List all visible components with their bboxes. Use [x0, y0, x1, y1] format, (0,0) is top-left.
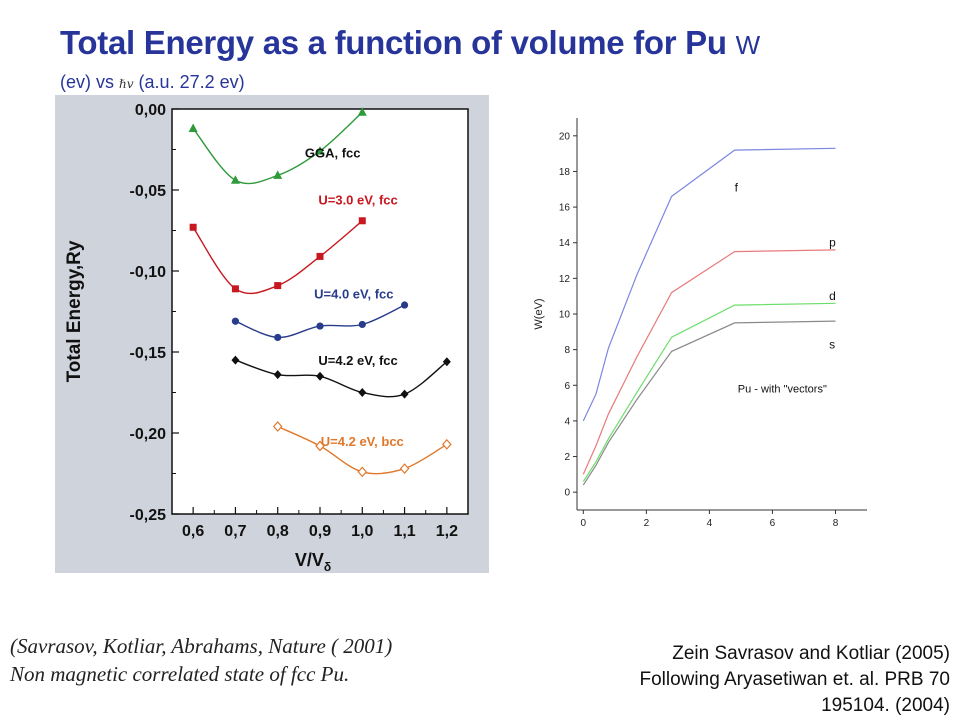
title-symbol: W — [735, 30, 761, 60]
page-subtitle: (ev) vs ℏv (a.u. 27.2 ev) — [60, 72, 245, 93]
right-citation: Zein Savrasov and Kotliar (2005) Followi… — [640, 641, 951, 719]
y-tick-label: 0 — [564, 488, 570, 499]
total-energy-chart: 0,00 -0,05 -0,10 -0,15 -0,20 -0,25 0,6 0,7 0,8 0,… — [55, 95, 489, 573]
data-point — [189, 223, 197, 231]
series-label: GGA, fcc — [305, 146, 361, 161]
data-point — [188, 123, 198, 132]
data-point — [315, 440, 325, 452]
series-label: d — [829, 289, 836, 303]
data-point — [316, 322, 324, 330]
data-point — [358, 388, 367, 397]
page-title: Total Energy as a function of volume for… — [60, 24, 760, 62]
x-tick-label: 8 — [833, 518, 839, 529]
x-tick-label: 1,1 — [393, 523, 415, 540]
data-point — [442, 438, 452, 450]
left-citation-line: Non magnetic correlated state of fcc Pu. — [10, 662, 350, 686]
data-point — [316, 371, 324, 381]
y-tick-label: 2 — [564, 452, 570, 463]
right-citation-line: Zein Savrasov and Kotliar (2005) — [672, 643, 950, 664]
x-tick-label: 4 — [707, 518, 713, 529]
series-label: s — [829, 337, 835, 351]
x-tick-label: 0,9 — [309, 523, 331, 540]
chart-annotation: Pu - with "vectors" — [738, 383, 827, 395]
y-tick-label: -0,10 — [130, 264, 167, 281]
x-axis-label: V/Vδ — [295, 550, 331, 573]
hbar-nu-symbol: ℏv — [119, 77, 134, 91]
series-line — [582, 320, 836, 486]
series-label: U=4.2 eV, fcc — [318, 353, 397, 368]
data-point — [273, 370, 282, 380]
data-point — [231, 317, 240, 325]
x-tick-label: 0,8 — [267, 523, 289, 540]
data-point — [273, 170, 283, 179]
series-label: U=4.0 eV, fcc — [314, 287, 393, 302]
data-point — [274, 333, 282, 342]
y-tick-label: 8 — [564, 345, 570, 356]
data-point — [400, 389, 409, 399]
y-tick-label: 6 — [564, 381, 570, 392]
y-tick-label: 16 — [559, 203, 571, 214]
y-tick-label: 18 — [559, 167, 571, 178]
x-tick-label: 0,6 — [182, 523, 204, 540]
series-line — [582, 249, 836, 475]
subtitle-pre: (ev) vs — [60, 72, 114, 92]
x-tick-label: 0,7 — [224, 523, 246, 540]
data-point — [358, 320, 366, 329]
left-citation-line: (Savrasov, Kotliar, Abrahams, Nature ( 2… — [10, 634, 393, 658]
title-text: Total Energy as a function of volume for… — [60, 24, 727, 61]
data-point — [272, 421, 283, 432]
data-point — [230, 175, 240, 184]
y-tick-label: 10 — [559, 310, 571, 321]
series-label: U=3.0 eV, fcc — [318, 193, 397, 208]
x-axis-label-main: V/V — [295, 550, 324, 570]
data-point — [357, 107, 367, 116]
data-point — [316, 252, 324, 260]
series-line — [235, 359, 448, 398]
x-tick-label: 2 — [644, 518, 650, 529]
series-label: U=4.2 eV, bcc — [321, 434, 404, 449]
w-ev-chart: 0 2 4 6 8 10 12 14 16 18 20 0 2 4 6 8 W(eV) f p d s Pu - with… — [533, 118, 867, 529]
data-point — [315, 146, 325, 155]
y-tick-label: 20 — [559, 131, 571, 142]
series-label: p — [829, 236, 836, 250]
y-axis-label: Total Energy,Ry — [64, 240, 85, 382]
x-tick-label: 0 — [581, 518, 587, 529]
y-tick-label: 12 — [559, 274, 571, 285]
data-point — [358, 217, 366, 225]
y-tick-label: -0,25 — [130, 507, 167, 524]
y-tick-label: -0,20 — [130, 426, 167, 443]
y-tick-label: -0,15 — [130, 345, 167, 362]
right-citation-line: 195104. (2004) — [821, 695, 950, 716]
data-point — [231, 355, 240, 365]
data-point — [400, 301, 409, 309]
series-line — [582, 147, 836, 422]
x-tick-label: 1,2 — [436, 523, 458, 540]
x-axis-label-subscript: δ — [324, 560, 331, 573]
y-tick-label: 14 — [559, 238, 571, 249]
series-line — [582, 302, 836, 482]
y-axis-label: W(eV) — [533, 298, 545, 329]
series-label: f — [735, 180, 739, 194]
y-tick-label: 4 — [564, 416, 570, 427]
x-tick-label: 1,0 — [351, 523, 373, 540]
data-point — [357, 466, 368, 478]
x-tick-label: 6 — [770, 518, 776, 529]
plot-area — [171, 108, 469, 515]
right-citation-line: Following Aryasetiwan et. al. PRB 70 — [639, 669, 951, 690]
data-point — [442, 357, 451, 367]
subtitle-post: (a.u. 27.2 ev) — [138, 72, 245, 92]
y-tick-label: -0,05 — [130, 183, 167, 200]
left-citation: (Savrasov, Kotliar, Abrahams, Nature ( 2… — [10, 632, 392, 688]
y-tick-label: 0,00 — [135, 102, 166, 119]
data-point — [274, 282, 282, 290]
data-point — [399, 463, 410, 475]
data-point — [231, 285, 239, 293]
